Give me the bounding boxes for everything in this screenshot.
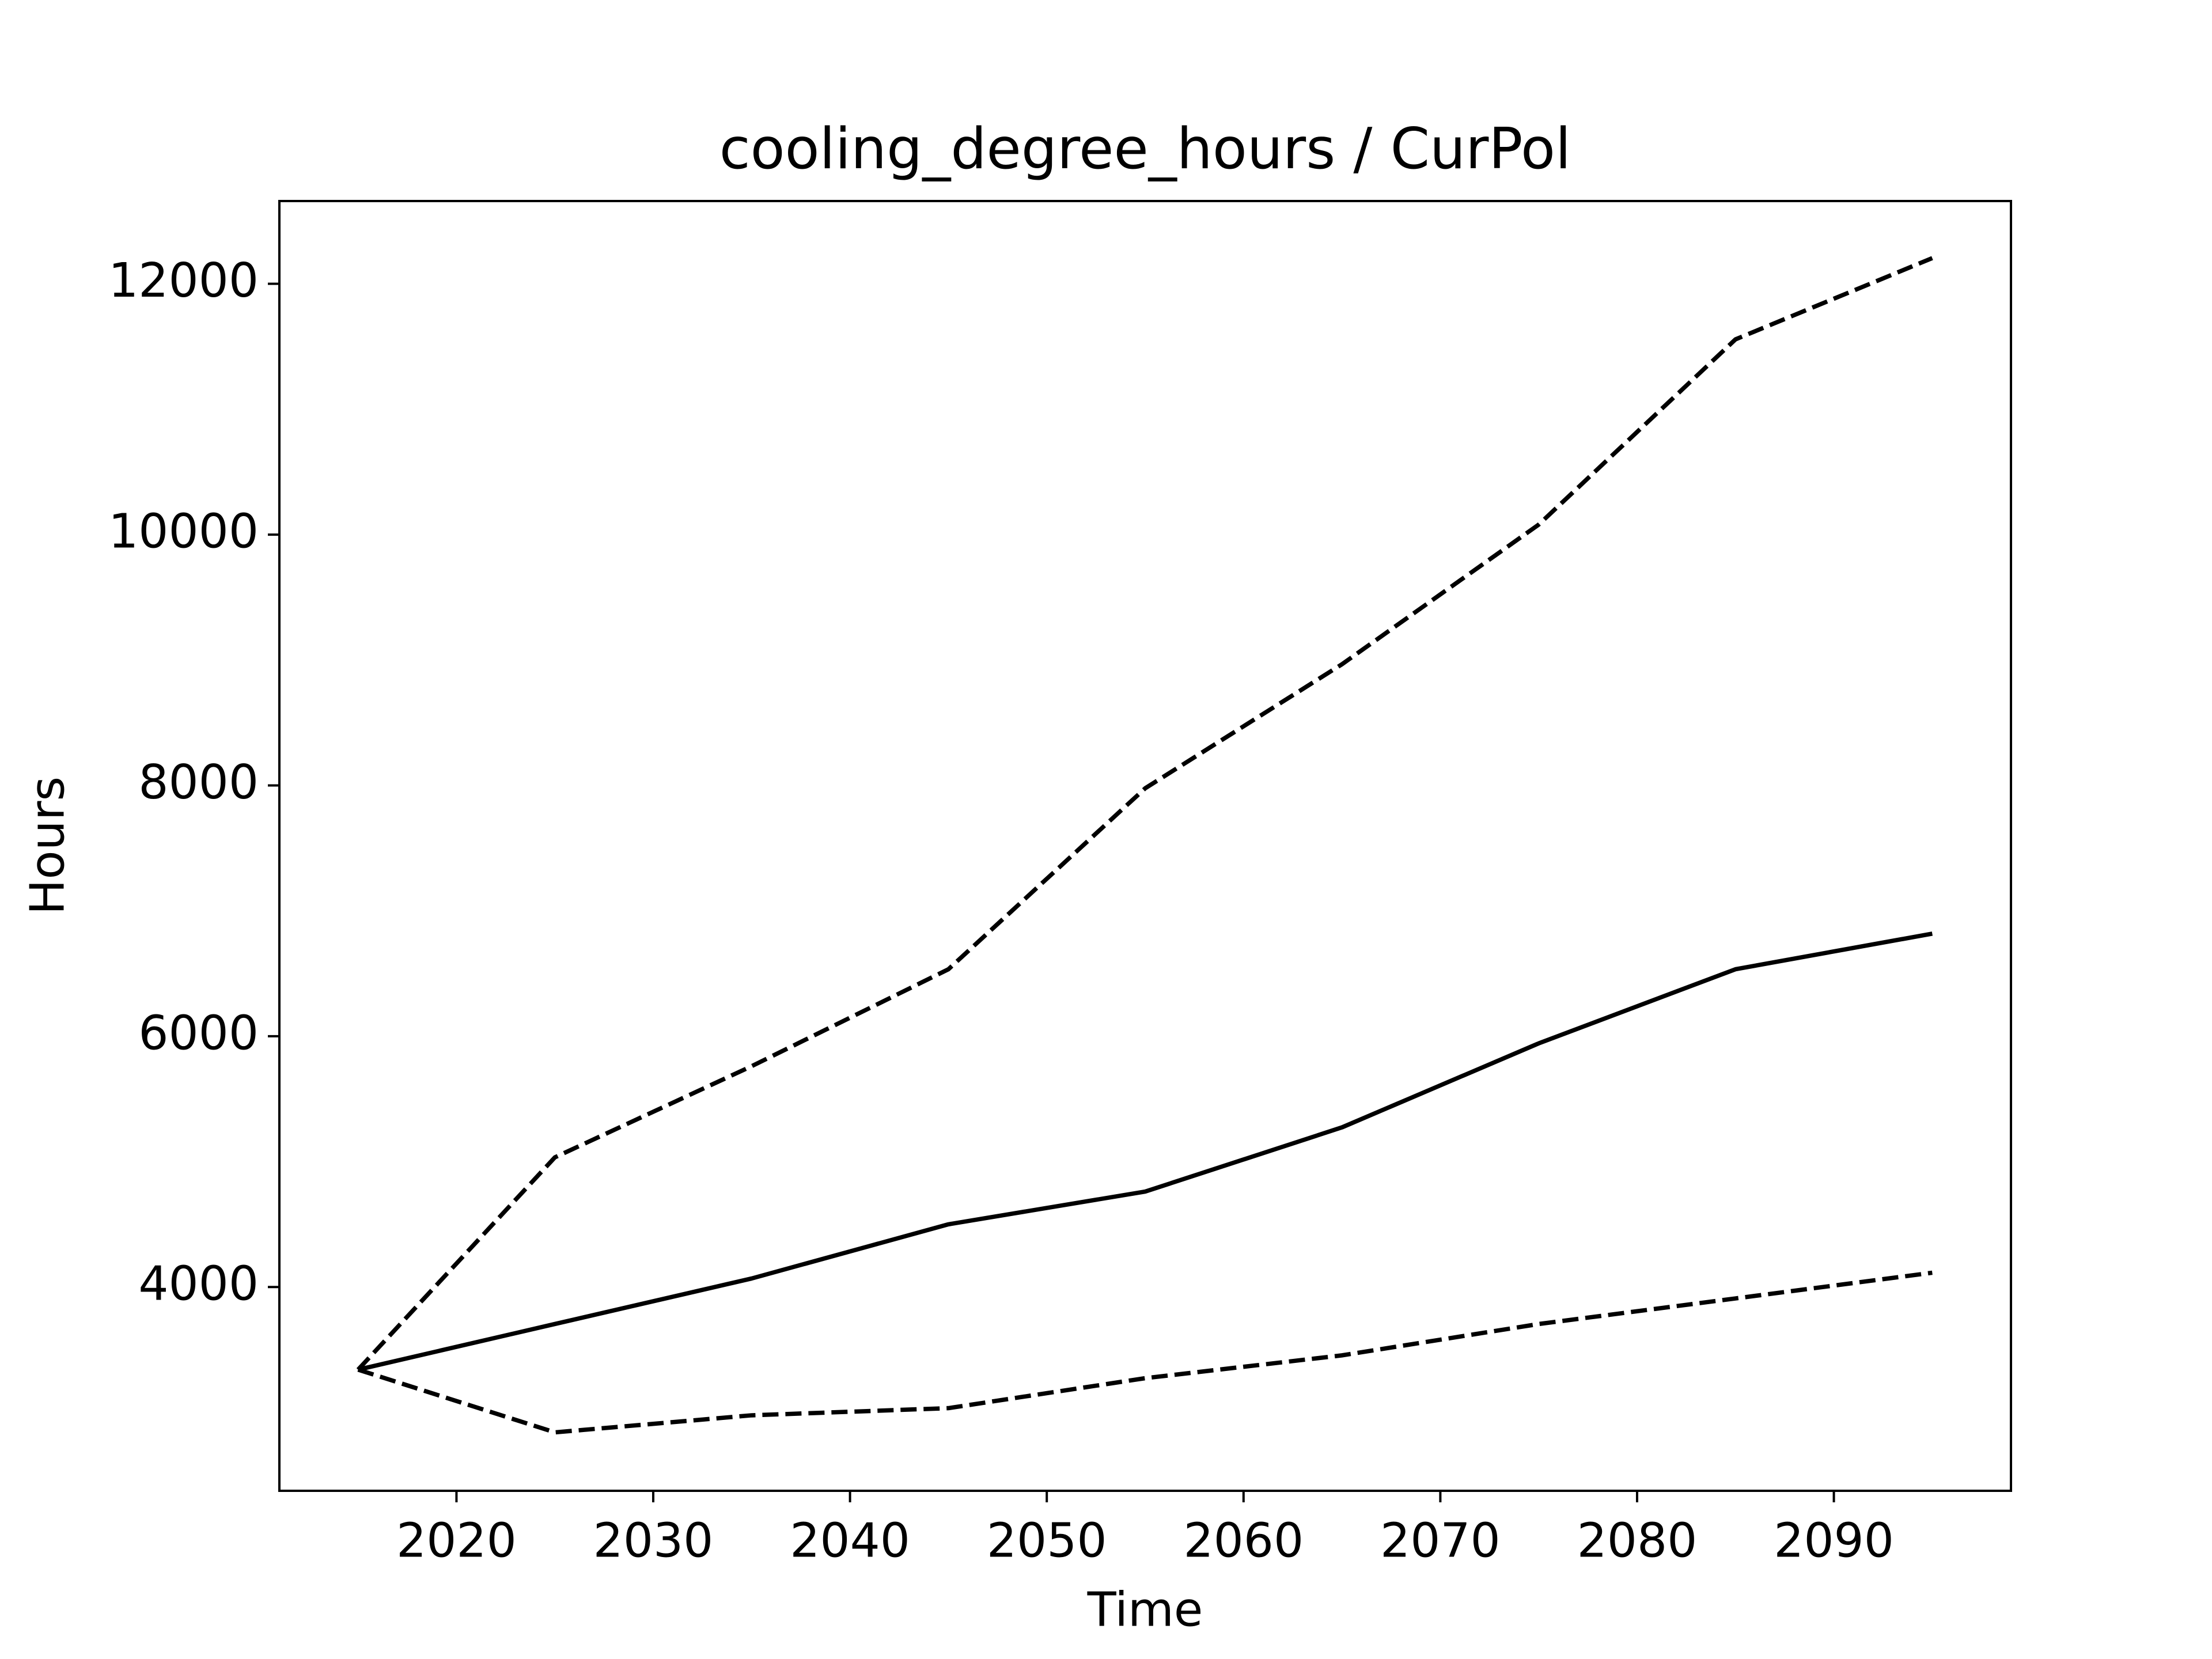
y-axis-label: Hours: [20, 777, 75, 915]
y-tick-label: 12000: [108, 253, 259, 308]
y-tick-label: 6000: [138, 1006, 259, 1060]
x-tick-label: 2060: [1183, 1513, 1304, 1568]
x-tick-label: 2040: [790, 1513, 910, 1568]
x-tick-label: 2070: [1380, 1513, 1501, 1568]
x-tick-label: 2050: [987, 1513, 1107, 1568]
series-line: [357, 931, 1933, 1372]
y-tick-label: 4000: [138, 1257, 259, 1312]
x-tick-label: 2030: [593, 1513, 714, 1568]
x-axis-label: Time: [1087, 1582, 1203, 1637]
x-tick-label: 2090: [1774, 1513, 1894, 1568]
y-tick-label: 10000: [108, 505, 259, 559]
y-tick-label: 8000: [138, 755, 259, 810]
x-tick-label: 2080: [1577, 1513, 1698, 1568]
x-tick-label: 2020: [396, 1513, 517, 1568]
series-line: [356, 256, 1933, 1372]
chart-title: cooling_degree_hours / CurPol: [719, 116, 1571, 182]
plot-frame: [278, 200, 2012, 1492]
